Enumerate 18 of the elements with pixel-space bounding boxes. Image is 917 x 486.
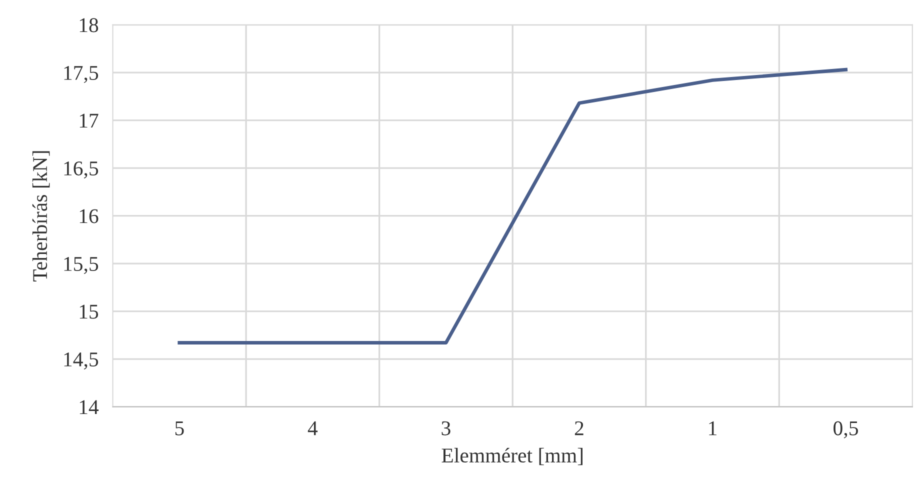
x-tick-label: 2 — [574, 421, 584, 436]
y-tick-label: 17 — [80, 114, 98, 128]
line-series — [178, 68, 848, 345]
y-axis-title: Teherbírás [kN] — [32, 151, 50, 282]
x-tick-label: 4 — [308, 421, 318, 436]
y-tick-label: 15,5 — [64, 257, 98, 274]
y-tick-label: 16 — [80, 209, 98, 224]
y-tick-label: 18 — [80, 18, 98, 32]
y-tick-label: 17,5 — [64, 66, 98, 83]
y-tick-label: 15 — [80, 304, 98, 319]
x-tick-label: 3 — [442, 421, 450, 436]
y-tick-label: 14,5 — [64, 352, 98, 370]
x-tick-label: 1 — [709, 421, 716, 436]
x-tick-label: 0,5 — [834, 421, 858, 438]
y-tick-label: 14 — [80, 400, 99, 414]
x-tick-label: 5 — [175, 421, 184, 436]
y-tick-label: 16,5 — [64, 161, 98, 178]
x-axis-title: Elemméret [mm] — [442, 448, 582, 466]
